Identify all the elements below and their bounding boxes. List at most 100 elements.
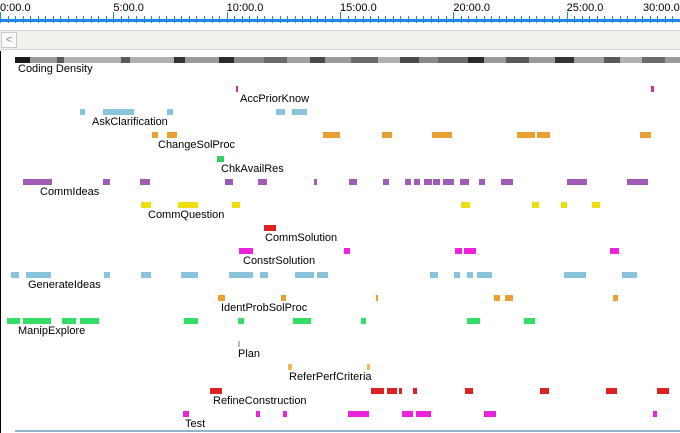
code-segment-commquestion[interactable] <box>592 202 600 208</box>
code-segment-refineconstruction[interactable] <box>210 387 223 394</box>
code-label-manipexplore[interactable]: ManipExplore <box>18 325 86 337</box>
code-segment-refineconstruction[interactable] <box>465 387 473 394</box>
code-segment-commquestion[interactable] <box>178 202 198 208</box>
code-segment-refineconstruction[interactable] <box>386 387 398 394</box>
code-segment-commquestion[interactable] <box>232 202 240 208</box>
code-segment-askclarification[interactable] <box>292 109 307 116</box>
code-segment-referperfcriteria[interactable] <box>366 364 371 371</box>
code-segment-changesolproc[interactable] <box>537 132 551 139</box>
code-segment-test[interactable] <box>416 410 432 417</box>
code-label-referperfcriteria[interactable]: ReferPerfCriteria <box>289 371 372 384</box>
code-segment-changesolproc[interactable] <box>152 132 158 139</box>
code-segment-generateideas[interactable] <box>181 271 198 278</box>
code-segment-constrsolution[interactable] <box>238 248 254 255</box>
code-segment-generateideas[interactable] <box>259 271 268 278</box>
horizontal-scrollbar[interactable]: < <box>0 30 680 50</box>
code-segment-test[interactable] <box>256 410 261 417</box>
code-segment-refineconstruction[interactable] <box>539 387 549 394</box>
code-segment-commideas[interactable] <box>103 178 111 185</box>
code-segment-commideas[interactable] <box>500 178 513 185</box>
code-segment-identprobsolproc[interactable] <box>281 294 286 301</box>
code-segment-constrsolution[interactable] <box>455 248 463 255</box>
code-segment-test[interactable] <box>483 410 497 417</box>
code-label-askclarification[interactable]: AskClarification <box>92 116 168 129</box>
code-segment-commideas[interactable] <box>349 178 357 185</box>
code-segment-askclarification[interactable] <box>166 109 174 116</box>
code-segment-constrsolution[interactable] <box>343 248 351 255</box>
code-segment-refineconstruction[interactable] <box>370 387 385 394</box>
code-label-commquestion[interactable]: CommQuestion <box>148 209 225 221</box>
code-segment-commquestion[interactable] <box>532 202 540 208</box>
code-segment-changesolproc[interactable] <box>639 132 651 139</box>
code-label-accpriorknow[interactable]: AccPriorKnow <box>240 93 310 105</box>
code-segment-accpriorknow[interactable] <box>650 86 655 92</box>
code-segment-generateideas[interactable] <box>26 271 52 278</box>
code-segment-commideas[interactable] <box>382 178 390 185</box>
code-segment-identprobsolproc[interactable] <box>217 294 226 301</box>
code-segment-askclarification[interactable] <box>103 109 134 116</box>
code-segment-manipexplore[interactable] <box>80 318 99 324</box>
code-segment-changesolproc[interactable] <box>381 132 392 139</box>
code-segment-commideas[interactable] <box>627 178 648 185</box>
code-segment-refineconstruction[interactable] <box>399 387 402 394</box>
code-segment-refineconstruction[interactable] <box>656 387 670 394</box>
code-segment-askclarification[interactable] <box>275 109 285 116</box>
code-segment-manipexplore[interactable] <box>23 318 52 324</box>
code-label-plan[interactable]: Plan <box>238 348 261 361</box>
code-segment-refineconstruction[interactable] <box>412 387 418 394</box>
code-segment-generateideas[interactable] <box>141 271 152 278</box>
code-segment-generateideas[interactable] <box>295 271 314 278</box>
code-segment-constrsolution[interactable] <box>463 248 477 255</box>
code-segment-identprobsolproc[interactable] <box>494 294 500 301</box>
code-segment-commideas[interactable] <box>443 178 455 185</box>
code-segment-referperfcriteria[interactable] <box>287 364 292 371</box>
code-segment-commideas[interactable] <box>424 178 433 185</box>
code-segment-changesolproc[interactable] <box>431 132 453 139</box>
code-segment-askclarification[interactable] <box>80 109 86 116</box>
code-segment-generateideas[interactable] <box>103 271 111 278</box>
code-segment-test[interactable] <box>401 410 413 417</box>
code-segment-changesolproc[interactable] <box>322 132 340 139</box>
code-segment-commideas[interactable] <box>460 178 470 185</box>
code-segment-commideas[interactable] <box>433 178 441 185</box>
code-segment-manipexplore[interactable] <box>238 318 244 324</box>
code-segment-manipexplore[interactable] <box>361 318 367 324</box>
code-segment-commideas[interactable] <box>258 178 267 185</box>
code-segment-changesolproc[interactable] <box>166 132 178 139</box>
code-segment-commquestion[interactable] <box>460 202 470 208</box>
code-segment-generateideas[interactable] <box>622 271 638 278</box>
code-segment-commideas[interactable] <box>405 178 411 185</box>
code-label-generateideas[interactable]: GenerateIdeas <box>28 278 101 291</box>
code-segment-plan[interactable] <box>237 341 240 348</box>
code-segment-commideas[interactable] <box>23 178 53 185</box>
timeline-ruler[interactable]: 0:00.0 5:00.0 10:00.0 15:00.0 20:00.0 25:00.0… <box>0 0 680 30</box>
code-segment-manipexplore[interactable] <box>183 318 198 324</box>
code-segment-generateideas[interactable] <box>467 271 473 278</box>
code-segment-manipexplore[interactable] <box>467 318 480 324</box>
code-segment-generateideas[interactable] <box>454 271 461 278</box>
code-segment-constrsolution[interactable] <box>609 248 619 255</box>
code-label-test[interactable]: Test <box>185 417 206 430</box>
code-segment-commideas[interactable] <box>479 178 485 185</box>
scroll-left-button[interactable]: < <box>1 32 17 48</box>
code-segment-commsolution[interactable] <box>264 225 277 232</box>
code-label-constrsolution[interactable]: ConstrSolution <box>243 255 316 268</box>
code-segment-generateideas[interactable] <box>564 271 586 278</box>
code-segment-manipexplore[interactable] <box>292 318 311 324</box>
code-segment-test[interactable] <box>653 410 658 417</box>
code-label-commsolution[interactable]: CommSolution <box>265 232 338 245</box>
code-segment-manipexplore[interactable] <box>62 318 77 324</box>
code-segment-manipexplore[interactable] <box>523 318 535 324</box>
code-label-refineconstruction[interactable]: RefineConstruction <box>213 394 307 407</box>
code-label-commideas[interactable]: CommIdeas <box>40 185 100 198</box>
code-segment-generateideas[interactable] <box>429 271 439 278</box>
code-segment-commideas[interactable] <box>414 178 421 185</box>
code-segment-generateideas[interactable] <box>10 271 20 278</box>
code-segment-commideas[interactable] <box>313 178 318 185</box>
code-segment-test[interactable] <box>282 410 287 417</box>
code-segment-identprobsolproc[interactable] <box>612 294 619 301</box>
code-segment-generateideas[interactable] <box>476 271 492 278</box>
code-segment-manipexplore[interactable] <box>6 318 21 324</box>
code-segment-commquestion[interactable] <box>140 202 152 208</box>
code-label-changesolproc[interactable]: ChangeSolProc <box>158 139 236 152</box>
